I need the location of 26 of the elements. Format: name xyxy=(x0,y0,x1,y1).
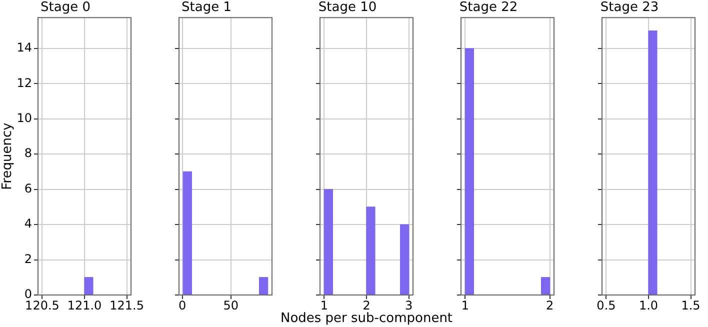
x-tick-label: 121.0 xyxy=(67,298,102,312)
y-axis-title: Frequency xyxy=(0,122,16,190)
chart-title: Stage 10 xyxy=(318,0,377,16)
x-tick-label: 121.5 xyxy=(110,298,144,312)
y-tick-label: 4 xyxy=(24,216,32,231)
y-tick-label: 6 xyxy=(24,181,32,196)
x-tick-label: 50 xyxy=(223,298,238,312)
y-tick-label: 2 xyxy=(24,252,32,266)
y-tick-label: 14 xyxy=(16,40,32,55)
x-tick-label: 1.5 xyxy=(681,298,700,312)
chart-title: Stage 23 xyxy=(600,0,659,16)
chart-title: Stage 22 xyxy=(459,0,518,16)
x-tick-label: 2 xyxy=(362,298,370,312)
y-tick-label: 10 xyxy=(16,111,32,125)
x-tick-label: 1.0 xyxy=(638,298,658,312)
chart-title: Stage 1 xyxy=(182,0,232,16)
chart-title: Stage 0 xyxy=(40,0,90,16)
x-axis-title: Nodes per sub-component xyxy=(280,310,453,326)
y-tick-label: 8 xyxy=(24,146,32,160)
x-tick-label: 1 xyxy=(461,298,470,312)
y-tick-label: 12 xyxy=(16,76,32,90)
x-tick-label: 2 xyxy=(546,298,554,312)
x-tick-label: 1 xyxy=(320,298,328,312)
x-tick-label: 0.5 xyxy=(596,298,616,312)
x-tick-label: 0 xyxy=(178,298,186,312)
x-tick-label: 3 xyxy=(404,298,413,312)
